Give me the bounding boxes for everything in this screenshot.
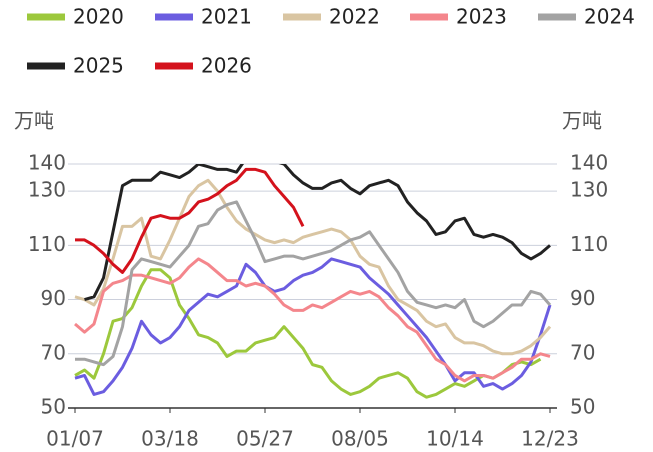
x-tick-label: 12/23	[521, 427, 579, 451]
series-line	[84, 164, 551, 301]
series-line	[74, 257, 551, 383]
legend-label: 2025	[73, 54, 124, 78]
legend-label: 2022	[329, 5, 380, 29]
legend-label: 2024	[584, 5, 635, 29]
y-axis-label: 万吨	[14, 109, 54, 133]
x-tick-label: 03/18	[141, 427, 199, 451]
x-tick-label: 08/05	[331, 427, 389, 451]
x-tick-label: 01/07	[46, 427, 104, 451]
y2-tick-label: 90	[570, 286, 595, 310]
series-line	[74, 257, 552, 396]
plot-area	[74, 164, 552, 399]
y-tick-label: 50	[41, 395, 66, 419]
legend-label: 2023	[456, 5, 507, 29]
series-line	[74, 268, 542, 399]
legend-label: 2021	[201, 5, 252, 29]
y2-tick-label: 110	[570, 232, 608, 256]
y2-tick-label: 140	[570, 151, 608, 175]
series-line	[75, 200, 552, 367]
y-tick-label: 130	[28, 178, 66, 202]
y2-tick-label: 130	[570, 178, 608, 202]
y-tick-label: 90	[41, 286, 66, 310]
y2-tick-label: 70	[570, 340, 595, 364]
x-tick-label: 05/27	[236, 427, 294, 451]
y2-tick-label: 50	[570, 395, 595, 419]
y2-axis-label: 万吨	[562, 109, 602, 133]
legend-label: 2026	[201, 54, 252, 78]
y-tick-label: 110	[28, 232, 66, 256]
series-line	[74, 178, 552, 356]
legend-label: 2020	[73, 5, 124, 29]
series-line	[75, 167, 305, 274]
y-tick-label: 140	[28, 151, 66, 175]
x-tick-label: 10/14	[426, 427, 484, 451]
y-tick-label: 70	[41, 340, 66, 364]
